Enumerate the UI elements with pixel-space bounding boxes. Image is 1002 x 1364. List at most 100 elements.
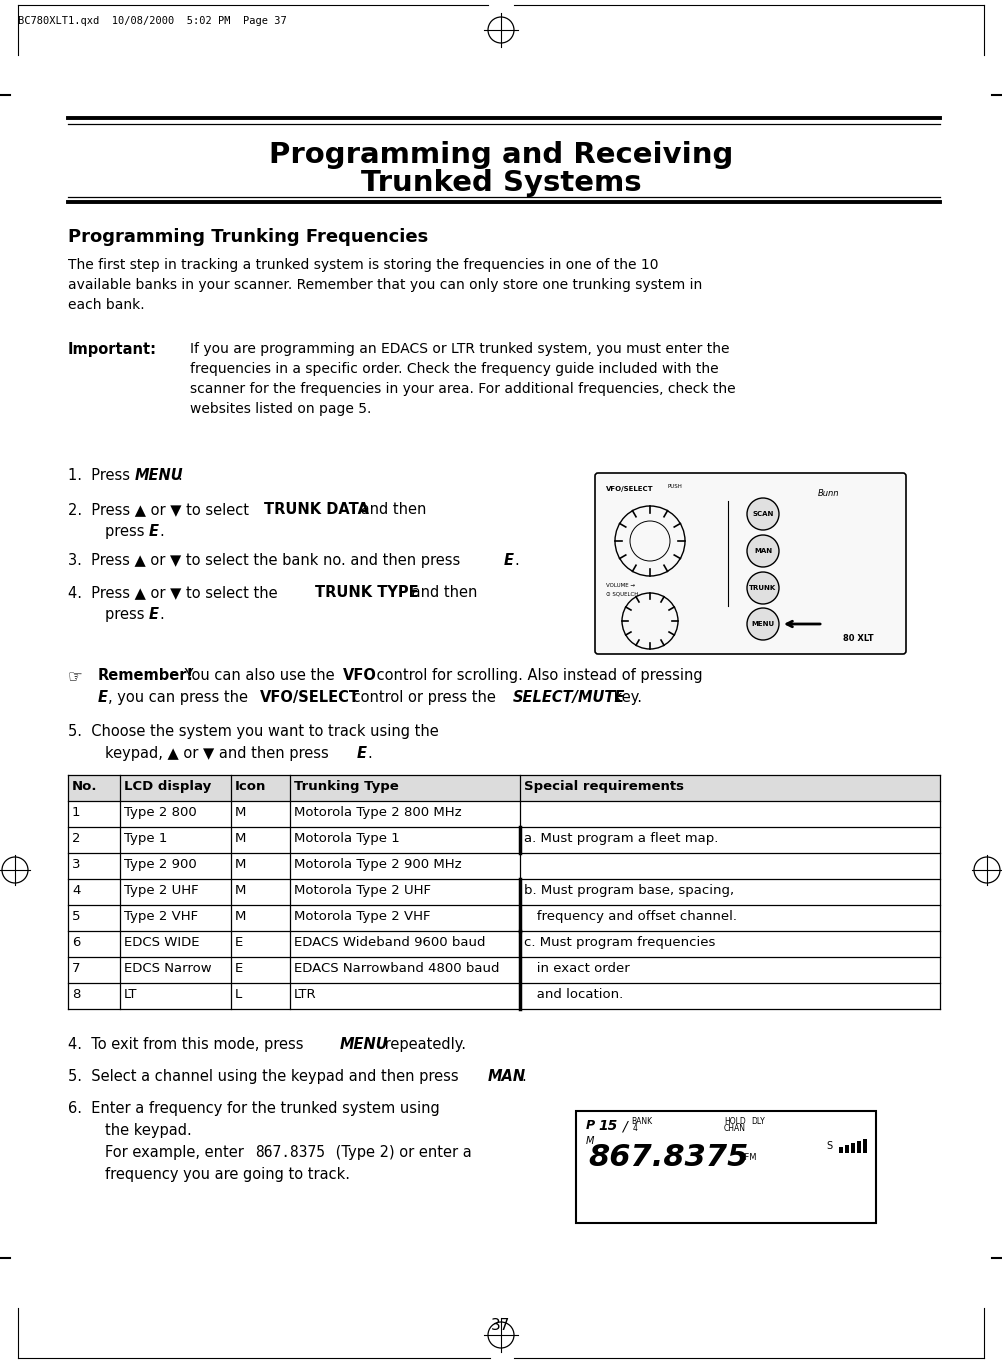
Text: 4.  To exit from this mode, press: 4. To exit from this mode, press [68,1037,309,1052]
Text: Type 2 UHF: Type 2 UHF [124,884,198,898]
Circle shape [747,498,779,531]
Text: 80 XLT: 80 XLT [843,634,874,642]
Text: E: E [357,746,367,761]
Text: HOLD: HOLD [724,1117,745,1127]
Text: press: press [105,607,149,622]
Text: the keypad.: the keypad. [105,1123,191,1138]
Text: If you are programming an EDACS or LTR trunked system, you must enter the
freque: If you are programming an EDACS or LTR t… [190,342,735,416]
Text: 2.  Press ▲ or ▼ to select: 2. Press ▲ or ▼ to select [68,502,254,517]
Text: Bunn: Bunn [818,490,840,498]
Text: E: E [149,524,159,539]
Text: in exact order: in exact order [524,962,629,975]
Text: 5.  Select a channel using the keypad and then press: 5. Select a channel using the keypad and… [68,1069,463,1084]
Text: a. Must program a fleet map.: a. Must program a fleet map. [524,832,718,846]
Text: keypad, ▲ or ▼ and then press: keypad, ▲ or ▼ and then press [105,746,334,761]
Text: LTR: LTR [294,988,317,1001]
Bar [851,1143,855,1153]
Text: .: . [177,468,181,483]
Bar [845,1144,849,1153]
Text: 867.8375: 867.8375 [588,1143,748,1172]
Text: Special requirements: Special requirements [524,780,684,792]
Text: P: P [586,1118,595,1132]
Text: M: M [235,832,246,846]
Text: CHAN: CHAN [724,1124,746,1133]
Text: For example, enter: For example, enter [105,1144,248,1159]
Text: control or press the: control or press the [348,690,501,705]
Text: 37: 37 [491,1318,511,1333]
Text: M: M [235,884,246,898]
Text: and location.: and location. [524,988,623,1001]
Text: Type 2 900: Type 2 900 [124,858,196,872]
Text: 3: 3 [72,858,80,872]
Text: E: E [235,962,243,975]
Text: EDACS Narrowband 4800 baud: EDACS Narrowband 4800 baud [294,962,500,975]
Text: Type 2 VHF: Type 2 VHF [124,910,198,923]
Text: M: M [586,1136,594,1146]
Text: 1: 1 [72,806,80,818]
Text: VOLUME →: VOLUME → [606,582,635,588]
Text: 4: 4 [72,884,80,898]
Text: Motorola Type 2 VHF: Motorola Type 2 VHF [294,910,431,923]
Text: Programming and Receiving: Programming and Receiving [269,140,733,169]
Bar [839,1147,843,1153]
Text: 15: 15 [598,1118,617,1133]
Text: NFM: NFM [738,1153,757,1162]
Text: frequency and offset channel.: frequency and offset channel. [524,910,737,923]
Text: Trunked Systems: Trunked Systems [361,169,641,196]
Text: BANK: BANK [631,1117,652,1127]
Text: 4.  Press ▲ or ▼ to select the: 4. Press ▲ or ▼ to select the [68,585,283,600]
Text: 3.  Press ▲ or ▼ to select the bank no. and then press: 3. Press ▲ or ▼ to select the bank no. a… [68,552,465,567]
Text: SELECT/MUTE: SELECT/MUTE [513,690,625,705]
Text: 8: 8 [72,988,80,1001]
Text: VFO/SELECT: VFO/SELECT [606,486,653,492]
Text: frequency you are going to track.: frequency you are going to track. [105,1168,350,1183]
Text: Remember!: Remember! [98,668,194,683]
Text: MENU: MENU [135,468,183,483]
Text: Motorola Type 2 800 MHz: Motorola Type 2 800 MHz [294,806,462,818]
FancyBboxPatch shape [595,473,906,653]
Text: The first step in tracking a trunked system is storing the frequencies in one of: The first step in tracking a trunked sys… [68,258,702,312]
Text: You can also use the: You can also use the [180,668,340,683]
Text: 1.  Press: 1. Press [68,468,134,483]
Bar [68,775,940,801]
Text: .: . [514,552,519,567]
Text: M: M [235,910,246,923]
Text: E: E [149,607,159,622]
Text: .: . [367,746,372,761]
Text: .: . [521,1069,526,1084]
Text: VFO/SELECT: VFO/SELECT [260,690,360,705]
Text: DLY: DLY [752,1117,765,1127]
Text: MAN: MAN [754,548,773,554]
Text: SCAN: SCAN [753,512,774,517]
Text: c. Must program frequencies: c. Must program frequencies [524,936,715,949]
Text: EDCS WIDE: EDCS WIDE [124,936,199,949]
Text: EDACS Wideband 9600 baud: EDACS Wideband 9600 baud [294,936,486,949]
Text: /: / [622,1118,626,1133]
Text: ⊙ SQUELCH: ⊙ SQUELCH [606,592,638,597]
Text: Motorola Type 2 UHF: Motorola Type 2 UHF [294,884,431,898]
Text: and then: and then [356,502,427,517]
Text: 5.  Choose the system you want to track using the: 5. Choose the system you want to track u… [68,724,439,739]
Text: PUSH: PUSH [668,484,683,490]
Text: Important:: Important: [68,342,157,357]
Text: 7: 7 [72,962,80,975]
Text: b. Must program base, spacing,: b. Must program base, spacing, [524,884,734,898]
Text: Programming Trunking Frequencies: Programming Trunking Frequencies [68,228,428,246]
Bar [857,1142,861,1153]
Text: key.: key. [609,690,642,705]
Text: 2: 2 [72,832,80,846]
Text: (Type 2) or enter a: (Type 2) or enter a [331,1144,472,1159]
Text: Type 2 800: Type 2 800 [124,806,196,818]
Circle shape [747,572,779,604]
Text: 6.  Enter a frequency for the trunked system using: 6. Enter a frequency for the trunked sys… [68,1101,440,1116]
Text: MENU: MENU [752,621,775,627]
Text: E: E [504,552,514,567]
Text: Trunking Type: Trunking Type [294,780,399,792]
Text: and then: and then [407,585,477,600]
Text: ☞: ☞ [68,668,83,686]
Text: , you can press the: , you can press the [108,690,253,705]
Text: Icon: Icon [235,780,267,792]
Text: Motorola Type 2 900 MHz: Motorola Type 2 900 MHz [294,858,462,872]
Text: 5: 5 [72,910,80,923]
Text: M: M [235,858,246,872]
